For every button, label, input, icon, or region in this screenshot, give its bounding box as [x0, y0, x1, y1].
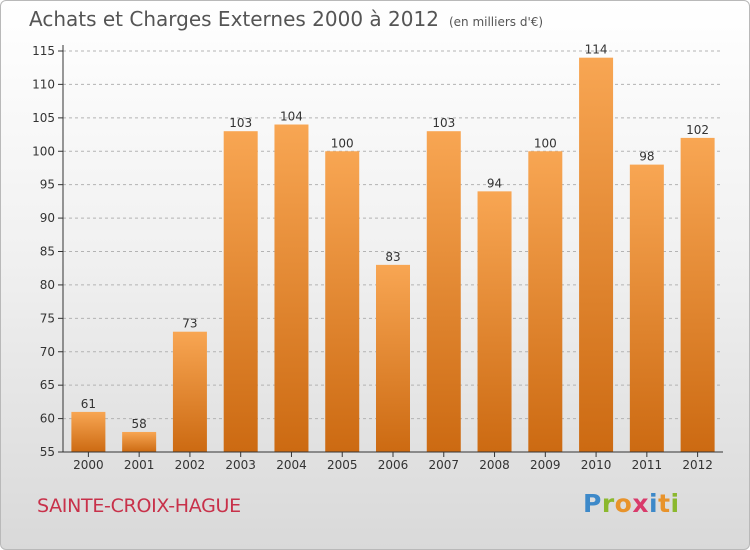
y-tick-label: 85	[40, 245, 55, 259]
y-tick-label: 100	[32, 144, 55, 158]
bar	[223, 131, 258, 452]
y-tick-label: 75	[40, 311, 55, 325]
y-tick-label: 55	[40, 445, 55, 459]
bar-value-label: 94	[487, 176, 502, 190]
x-tick-label: 2006	[378, 458, 409, 472]
x-tick-label: 2003	[225, 458, 256, 472]
y-tick-label: 65	[40, 378, 55, 392]
bar	[325, 151, 360, 452]
bar-value-label: 73	[182, 317, 197, 331]
bar-value-label: 114	[585, 43, 608, 57]
bar-value-label: 103	[229, 116, 252, 130]
bar	[579, 57, 614, 452]
y-tick-label: 70	[40, 345, 55, 359]
y-tick-label: 110	[32, 77, 55, 91]
bar	[680, 137, 715, 452]
chart-title-text: Achats et Charges Externes 2000 à 2012	[29, 7, 439, 31]
y-tick-label: 90	[40, 211, 55, 225]
x-tick-label: 2008	[479, 458, 510, 472]
y-tick-label: 95	[40, 178, 55, 192]
bar-value-label: 104	[280, 110, 303, 124]
bar	[172, 331, 207, 452]
bar	[122, 431, 157, 452]
x-tick-label: 2012	[682, 458, 713, 472]
chart-unit: (en milliers d'€)	[448, 15, 544, 29]
bar	[274, 124, 309, 453]
y-tick-label: 80	[40, 278, 55, 292]
bar	[477, 191, 512, 452]
bar-value-label: 103	[432, 116, 455, 130]
chart-title: Achats et Charges Externes 2000 à 2012 (e…	[29, 7, 543, 31]
bar	[71, 411, 106, 452]
bar-value-label: 58	[132, 417, 147, 431]
bar-value-label: 83	[385, 250, 400, 264]
proxiti-logo: Proxiti	[583, 489, 680, 518]
commune-name: SAINTE-CROIX-HAGUE	[37, 495, 241, 517]
x-tick-label: 2007	[428, 458, 459, 472]
x-tick-label: 2010	[581, 458, 612, 472]
bar	[376, 264, 410, 452]
bar-value-label: 102	[686, 123, 709, 137]
y-tick-label: 60	[40, 412, 55, 426]
bar-value-label: 100	[331, 136, 354, 150]
x-tick-label: 2002	[175, 458, 206, 472]
bar	[528, 151, 563, 452]
y-tick-label: 105	[32, 111, 55, 125]
y-tick-label: 115	[32, 44, 55, 58]
x-tick-label: 2011	[632, 458, 663, 472]
x-tick-label: 2004	[276, 458, 307, 472]
bar	[426, 131, 461, 452]
x-tick-label: 2001	[124, 458, 155, 472]
bar-value-label: 98	[639, 150, 654, 164]
x-tick-label: 2005	[327, 458, 358, 472]
bar-value-label: 100	[534, 136, 557, 150]
x-tick-label: 2000	[73, 458, 104, 472]
x-tick-label: 2009	[530, 458, 561, 472]
bar	[629, 164, 664, 452]
bar-value-label: 61	[81, 397, 96, 411]
